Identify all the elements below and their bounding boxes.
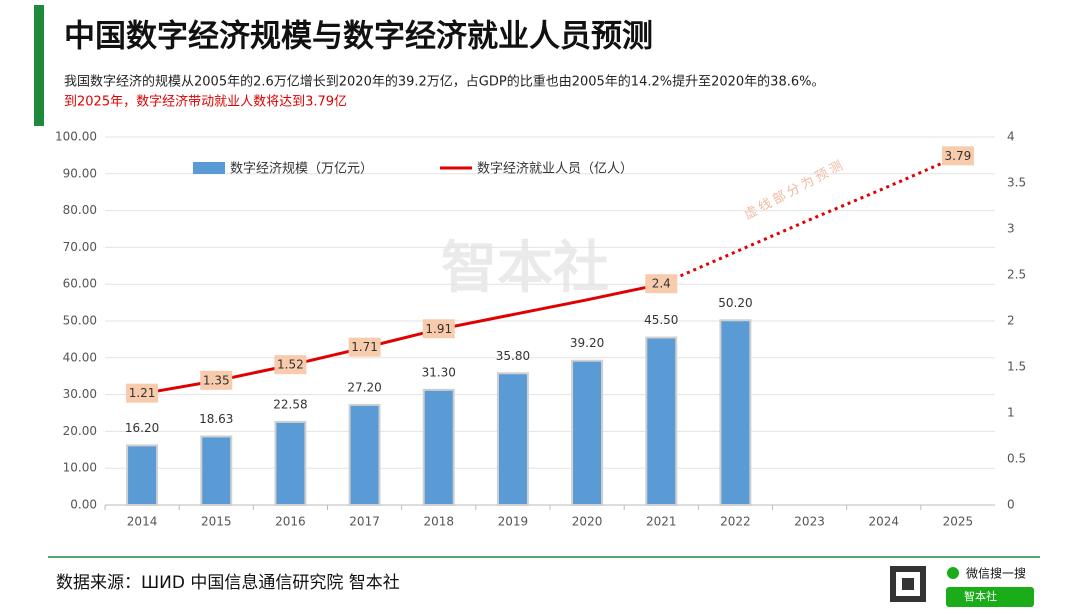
line-label: 1.91	[425, 322, 452, 336]
y2-tick-label: 2.5	[1007, 268, 1026, 282]
line-label-box	[645, 274, 678, 294]
y-tick-label: 30.00	[63, 387, 97, 401]
legend-label: 数字经济规模（万亿元）	[230, 162, 373, 177]
bar-label: 31.30	[422, 365, 456, 379]
bar-label: 27.20	[347, 380, 381, 394]
wechat-icon	[947, 567, 959, 579]
x-tick-label: 2016	[275, 515, 306, 529]
bar-label: 22.58	[273, 397, 307, 411]
x-tick-label: 2020	[572, 515, 603, 529]
x-tick-label: 2018	[423, 515, 454, 529]
wechat-label: 微信搜一搜	[966, 566, 1026, 581]
y-tick-label: 70.00	[63, 240, 97, 254]
y2-tick-label: 1.5	[1007, 360, 1026, 374]
y2-tick-label: 3.5	[1007, 176, 1026, 190]
bar	[348, 403, 381, 506]
qr-dot	[902, 578, 914, 590]
line-label: 3.79	[945, 149, 972, 163]
line-label-box	[126, 383, 159, 403]
x-tick-label: 2023	[794, 515, 825, 529]
bar	[274, 420, 307, 507]
line-label: 1.35	[203, 373, 230, 387]
bar	[719, 319, 752, 506]
y-tick-label: 90.00	[63, 166, 97, 180]
line-label-box	[200, 370, 233, 390]
x-tick-label: 2025	[943, 515, 974, 529]
line-label: 1.52	[277, 358, 304, 372]
y2-tick-label: 0.5	[1007, 452, 1026, 466]
subtitle: 我国数字经济的规模从2005年的2.6万亿增长到2020年的39.2万亿，占GD…	[64, 74, 824, 90]
y-tick-label: 60.00	[63, 277, 97, 291]
bar	[422, 388, 455, 507]
accent-bar	[34, 5, 44, 126]
line-label-box	[941, 146, 974, 166]
line-label-box	[348, 337, 381, 357]
line-label-box	[422, 319, 455, 339]
line-label: 1.71	[351, 340, 378, 354]
legend-swatch	[193, 162, 225, 174]
line-label: 1.21	[129, 386, 156, 400]
y-tick-label: 40.00	[63, 350, 97, 364]
bar	[645, 336, 678, 506]
bar	[496, 372, 529, 507]
forecast-line	[660, 154, 959, 286]
bar	[571, 359, 604, 506]
bar	[200, 435, 233, 506]
wechat-button-label: 智本社	[964, 589, 997, 603]
source: 数据来源：ШИD 中国信息通信研究院 智本社	[56, 573, 400, 593]
bar-label: 16.20	[125, 421, 159, 435]
y2-tick-label: 3	[1007, 222, 1015, 236]
wechat-button[interactable]	[946, 587, 1034, 607]
line-label: 2.4	[652, 277, 671, 291]
x-tick-label: 2024	[868, 515, 899, 529]
chart-title: 中国数字经济规模与数字经济就业人员预测	[64, 19, 653, 55]
y-tick-label: 20.00	[63, 424, 97, 438]
y-tick-label: 50.00	[63, 314, 97, 328]
x-tick-label: 2014	[127, 515, 158, 529]
bar	[126, 444, 159, 507]
y-tick-label: 10.00	[63, 461, 97, 475]
legend-label: 数字经济就业人员（亿人）	[477, 162, 633, 177]
x-tick-label: 2017	[349, 515, 380, 529]
x-tick-label: 2022	[720, 515, 751, 529]
x-tick-label: 2019	[498, 515, 529, 529]
watermark: 智本社	[441, 236, 609, 301]
x-tick-label: 2015	[201, 515, 232, 529]
bar-label: 45.50	[644, 313, 678, 327]
bar-label: 18.63	[199, 412, 233, 426]
x-tick-label: 2021	[646, 515, 677, 529]
y2-tick-label: 4	[1007, 130, 1015, 144]
y2-tick-label: 1	[1007, 406, 1015, 420]
highlight: 到2025年，数字经济带动就业人数将达到3.79亿	[64, 95, 347, 110]
bar-label: 50.20	[718, 296, 752, 310]
line-label-box	[274, 355, 307, 375]
annotation: 虚线部分为预测	[742, 157, 848, 223]
y2-tick-label: 2	[1007, 314, 1015, 328]
y-tick-label: 0.00	[70, 498, 97, 512]
y2-tick-label: 0	[1007, 498, 1015, 512]
bar-label: 39.20	[570, 336, 604, 350]
y-tick-label: 100.00	[55, 130, 97, 144]
bar-label: 35.80	[496, 349, 530, 363]
y-tick-label: 80.00	[63, 203, 97, 217]
